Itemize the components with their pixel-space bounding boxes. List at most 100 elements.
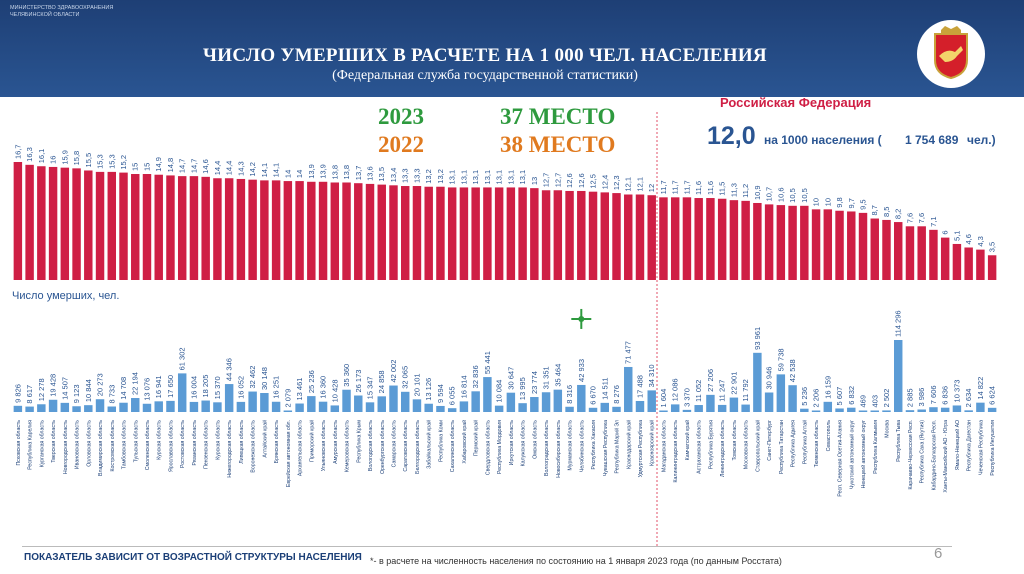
region-label: Забайкальский край — [426, 420, 433, 469]
rate-value-label: 16 — [49, 156, 58, 164]
region-label: Республика Хакасия — [591, 420, 597, 470]
death-value-label: 11 247 — [718, 380, 727, 402]
rate-bar — [882, 219, 891, 280]
region-labels: Псковская область Республика Карелия Курга… — [16, 420, 996, 497]
death-bar — [706, 394, 715, 412]
region-label: Хабаровский край — [461, 420, 468, 464]
rate-value-label: 13,8 — [330, 165, 339, 180]
rate-value-label: 10 — [812, 198, 821, 206]
death-value-label: 3 370 — [682, 388, 691, 407]
death-value-label: 16 941 — [154, 375, 163, 398]
death-bar — [905, 410, 915, 412]
rate-value-label: 15,5 — [84, 153, 93, 168]
rate-bar — [447, 187, 457, 280]
death-count-bars — [13, 340, 997, 412]
rate-value-label: 15,3 — [107, 154, 116, 169]
death-value-label: 55 441 — [483, 351, 492, 374]
death-value-label: 15 347 — [366, 376, 375, 399]
rate-value-label: 12,6 — [565, 173, 574, 188]
death-value-label: 13 461 — [295, 378, 304, 401]
rate-bar — [412, 186, 422, 280]
death-bar — [800, 408, 809, 412]
rate-bar — [37, 166, 46, 280]
header-banner: МИНИСТЕРСТВО ЗДРАВООХРАНЕНИЯ ЧЕЛЯБИНСКОЙ… — [0, 0, 1024, 97]
region-label: Республика Дагестан — [967, 420, 973, 471]
rate-bar — [600, 192, 609, 280]
rate-bar — [389, 185, 398, 280]
rate-value-label: 11,6 — [706, 181, 715, 195]
death-bar — [776, 374, 786, 412]
rate-value-label: 13 — [530, 177, 539, 185]
region-label: Курганская область — [39, 420, 45, 468]
region-label: Костромская область — [110, 420, 116, 472]
death-bar — [189, 401, 199, 412]
death-value-label: 5 607 — [835, 387, 844, 406]
rate-bar — [858, 212, 868, 280]
rate-value-label: 10,9 — [753, 185, 762, 200]
death-bar — [506, 392, 516, 412]
region-label: Тульская область — [133, 420, 139, 463]
rate-value-label: 10,5 — [800, 188, 809, 203]
rate-value-label: 13,3 — [412, 168, 421, 183]
death-bar — [424, 403, 433, 412]
region-label: Приморский край — [308, 420, 315, 462]
death-value-label: 10 844 — [84, 379, 93, 402]
rate-value-label: 11,6 — [694, 181, 703, 195]
death-bar — [940, 407, 950, 412]
rate-value-label: 11,7 — [659, 180, 668, 194]
death-bar — [694, 405, 703, 412]
region-label: Республика Тыва — [896, 420, 902, 462]
rate-bar — [13, 162, 23, 280]
region-label: Тюменская область — [814, 420, 820, 468]
death-value-label: 2 885 — [905, 388, 914, 407]
death-value-label: 114 296 — [894, 310, 903, 337]
death-bar — [929, 407, 938, 412]
rate-value-label: 14 — [283, 170, 292, 178]
region-label: Севастополь — [826, 420, 832, 452]
region-label: Чеченская Республика — [978, 420, 984, 475]
rate-bar — [624, 194, 633, 280]
region-label: Алтайский край — [261, 420, 268, 458]
region-label: Кабардино-Балкарская Респ. — [931, 420, 937, 490]
region-label: Астраханская область — [697, 420, 703, 474]
death-bar — [295, 403, 304, 412]
death-bar — [37, 404, 46, 412]
death-value-label: 10 084 — [495, 380, 504, 403]
death-bar — [72, 406, 81, 412]
rate-value-label: 8,5 — [882, 207, 891, 217]
rate-bar — [213, 178, 222, 280]
death-bar — [377, 396, 386, 412]
death-bar — [307, 396, 316, 412]
death-value-label: 30 647 — [506, 367, 515, 390]
region-label: Новосибирская область — [556, 420, 562, 478]
death-value-label: 35 464 — [553, 364, 562, 387]
footer-divider — [22, 546, 952, 547]
region-label: Ярославская область — [168, 420, 174, 472]
rate-value-label: 13,9 — [319, 164, 328, 179]
death-bar — [588, 407, 598, 412]
rank-2023: 37 МЕСТО — [500, 104, 615, 129]
rate-value-label: 15 — [131, 163, 140, 171]
rate-bar — [788, 205, 797, 280]
rate-bar — [670, 197, 680, 280]
death-bar — [717, 404, 727, 412]
death-bar — [870, 410, 879, 412]
death-bar — [412, 399, 422, 412]
region-label: Ульяновская область — [321, 420, 327, 472]
region-label: Новгородская область — [63, 420, 69, 474]
rate-bar — [753, 202, 762, 280]
death-bar — [25, 406, 34, 412]
death-value-label: 42 538 — [788, 359, 797, 382]
rate-bar — [565, 190, 574, 280]
rate-bar — [260, 180, 269, 280]
rate-bar — [987, 255, 997, 280]
russia-summary: Российская Федерация 12,0 на 1000 населе… — [707, 95, 996, 150]
rate-bar — [307, 181, 316, 280]
rate-bar — [776, 205, 786, 280]
rate-bar — [682, 197, 692, 280]
rate-bar — [283, 181, 293, 280]
death-value-label: 9 594 — [436, 384, 445, 403]
death-value-label: 35 360 — [342, 364, 351, 387]
death-value-label: 5 236 — [800, 387, 809, 406]
